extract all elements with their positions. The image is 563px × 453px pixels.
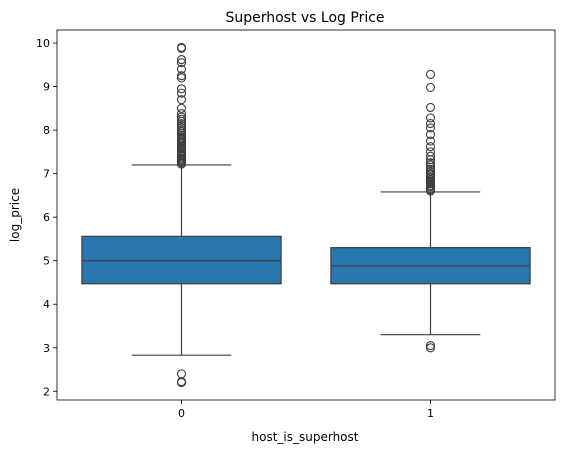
y-tick-label: 2 xyxy=(43,385,50,398)
outlier-point xyxy=(425,129,436,140)
box-group-1 xyxy=(330,69,531,353)
x-tick-label: 0 xyxy=(178,407,185,420)
x-tick-label: 1 xyxy=(427,407,434,420)
outlier-point xyxy=(176,125,187,135)
outlier-point xyxy=(425,142,436,152)
outlier-point xyxy=(176,64,187,74)
y-tick-label: 4 xyxy=(43,298,50,311)
outlier-point xyxy=(425,113,436,123)
y-axis-label: log_price xyxy=(8,188,22,242)
outlier-point xyxy=(425,69,436,79)
y-tick-label: 5 xyxy=(43,255,50,268)
outlier-point xyxy=(176,103,187,113)
outlier-point xyxy=(176,109,187,119)
outlier-point xyxy=(425,82,436,93)
outlier-point xyxy=(176,114,187,124)
y-tick-label: 10 xyxy=(36,37,50,50)
plot-area xyxy=(81,42,531,388)
outlier-point xyxy=(176,71,187,81)
outlier-point xyxy=(176,73,187,83)
outlier-point xyxy=(425,136,436,146)
outlier-point xyxy=(176,112,187,122)
outlier-point xyxy=(176,42,187,52)
outlier-point xyxy=(425,169,436,179)
outlier-point xyxy=(425,160,436,170)
outlier-point xyxy=(425,164,436,174)
outlier-point xyxy=(176,121,187,131)
outlier-point xyxy=(176,95,187,105)
iqr-box xyxy=(81,235,282,285)
outlier-point xyxy=(425,343,436,353)
chart-title: Superhost vs Log Price xyxy=(225,10,384,26)
outlier-point xyxy=(176,369,187,379)
box-group-0 xyxy=(81,42,282,388)
y-tick-label: 3 xyxy=(43,342,50,355)
outlier-point xyxy=(425,102,436,113)
x-axis-label: host_is_superhost xyxy=(252,430,359,444)
outlier-point xyxy=(176,119,187,129)
outlier-point xyxy=(425,166,436,177)
outlier-point xyxy=(425,147,436,157)
y-tick-label: 8 xyxy=(43,124,50,137)
plot-frame xyxy=(56,29,556,401)
outlier-point xyxy=(176,88,187,98)
y-tick-label: 6 xyxy=(43,211,50,224)
y-tick-label: 7 xyxy=(43,168,50,181)
outlier-point xyxy=(176,55,187,65)
outlier-point xyxy=(425,158,436,168)
outlier-point xyxy=(425,341,436,351)
outlier-point xyxy=(425,162,436,172)
y-tick-label: 9 xyxy=(43,81,50,94)
outlier-point xyxy=(176,58,187,68)
outlier-point xyxy=(176,123,187,133)
outlier-point xyxy=(176,84,187,94)
outlier-point xyxy=(425,123,436,133)
outlier-point xyxy=(425,119,436,129)
outlier-point xyxy=(425,151,436,161)
